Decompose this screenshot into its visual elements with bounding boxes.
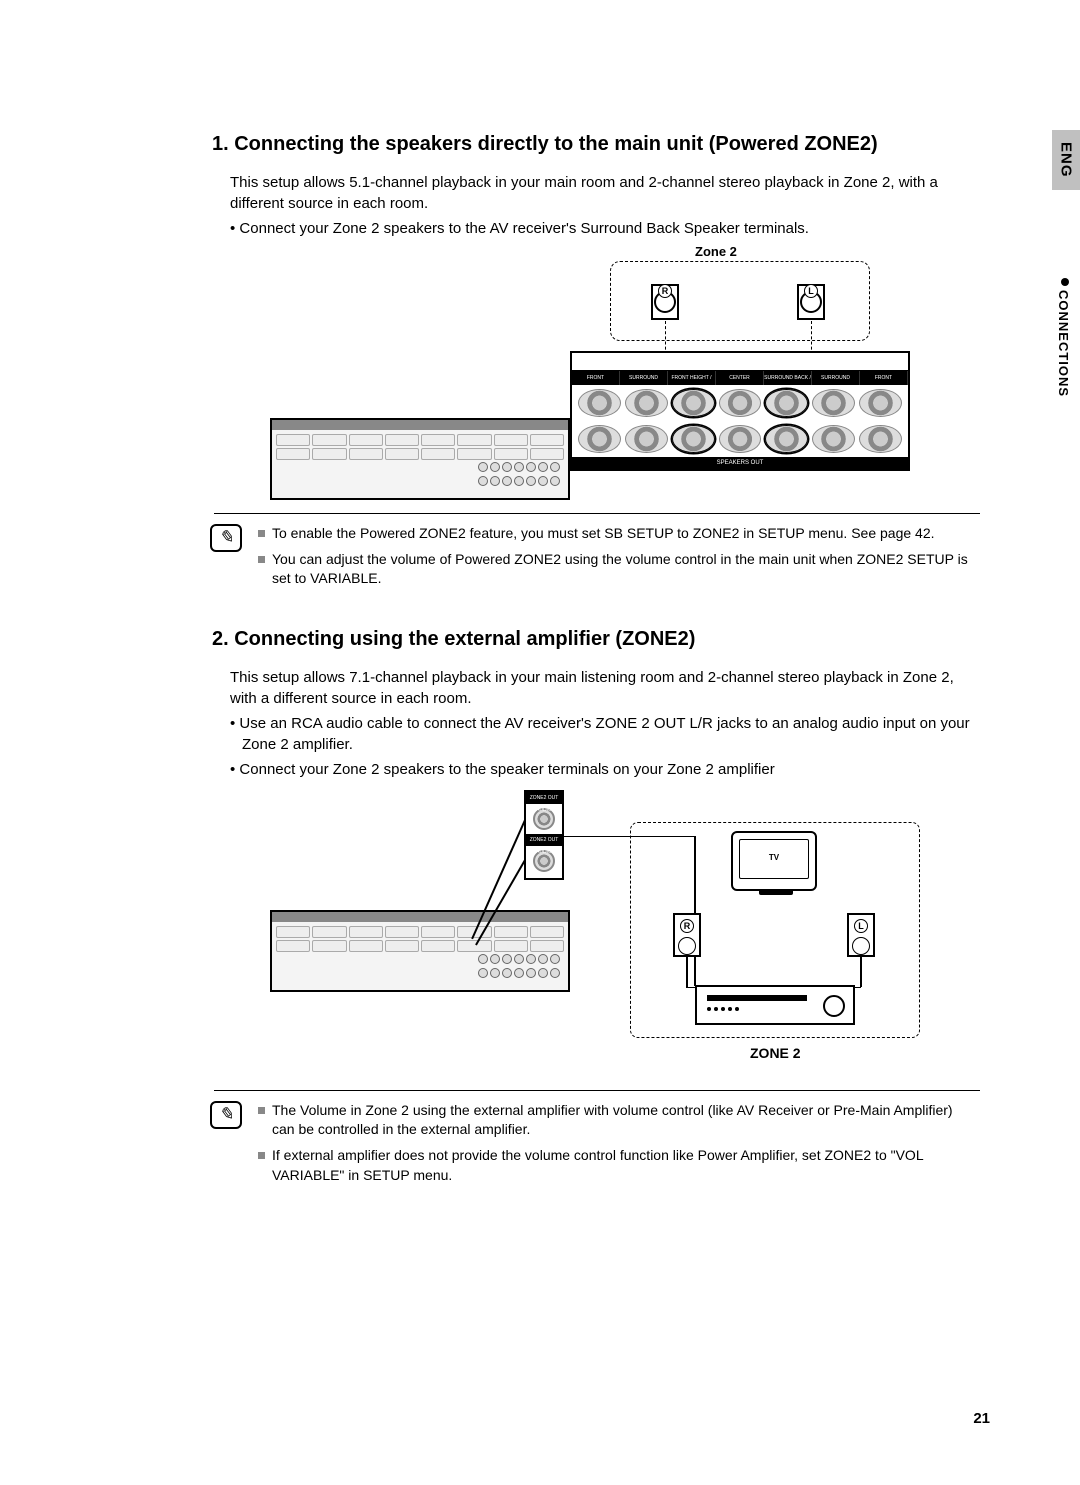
jack-row: [572, 421, 908, 457]
section2-title: 2. Connecting using the external amplifi…: [212, 625, 990, 653]
section1-bullet1: Connect your Zone 2 speakers to the AV r…: [230, 218, 970, 239]
terminal-label: FRONT: [860, 371, 908, 385]
amplifier-icon: [695, 985, 855, 1025]
note-item: If external amplifier does not provide t…: [258, 1146, 970, 1185]
speaker-cone-icon: [678, 937, 696, 955]
terminal-label: FRONT HEIGHT / ZONE2: [668, 371, 716, 385]
note-block-1: ✎ To enable the Powered ZONE2 feature, y…: [214, 513, 980, 589]
zone2-out-label: ZONE2 OUT AUDIO: [526, 834, 562, 846]
note-item: The Volume in Zone 2 using the external …: [258, 1101, 970, 1140]
note-item: You can adjust the volume of Powered ZON…: [258, 550, 970, 589]
speaker-r-label: R: [658, 284, 672, 298]
speaker-l-label: L: [804, 284, 818, 298]
diagram-2: ZONE2 OUT AUDIO ZONE2 OUT AUDIO TV R L: [260, 790, 980, 1080]
speaker-l-label: L: [854, 919, 868, 933]
zone2-caption: ZONE 2: [750, 1044, 801, 1064]
section2-bullet1: Use an RCA audio cable to connect the AV…: [230, 713, 970, 755]
section1-title: 1. Connecting the speakers directly to t…: [212, 130, 990, 158]
amp-slot: [707, 995, 807, 1001]
section-bullet: [1061, 278, 1069, 286]
tv-icon: TV: [731, 831, 817, 891]
tv-label: TV: [739, 839, 809, 879]
terminal-label: FRONT: [572, 371, 620, 385]
amp-knob-icon: [823, 995, 845, 1017]
diagram-1: Zone 2 R L FRONT SURROUND FRONT HEIGHT /…: [260, 243, 980, 503]
speaker-r: R: [651, 284, 679, 320]
panel-footer: SPEAKERS OUT: [572, 457, 908, 469]
zone2-out-label: ZONE2 OUT AUDIO: [526, 792, 562, 804]
section2-bullet2: Connect your Zone 2 speakers to the spea…: [230, 759, 970, 780]
note-block-2: ✎ The Volume in Zone 2 using the externa…: [214, 1090, 980, 1185]
page-number: 21: [973, 1408, 990, 1429]
note-icon: ✎: [210, 524, 242, 552]
panel-header: [572, 353, 908, 371]
terminal-label: SURROUND: [812, 371, 860, 385]
receiver-rear-icon: [270, 418, 570, 500]
terminal-label: CENTER: [716, 371, 764, 385]
zone2-label: Zone 2: [695, 243, 737, 261]
speaker-cone-icon: [852, 937, 870, 955]
wire: [686, 957, 688, 987]
speaker-r: R: [673, 913, 701, 957]
panel-labels-row: FRONT SURROUND FRONT HEIGHT / ZONE2 CENT…: [572, 371, 908, 385]
wire: [860, 957, 862, 987]
receiver-rear-icon: [270, 910, 570, 992]
section-side-label: CONNECTIONS: [1054, 290, 1072, 397]
section1-para: This setup allows 5.1-channel playback i…: [230, 172, 970, 214]
note-item: To enable the Powered ZONE2 feature, you…: [258, 524, 970, 544]
amp-indicators: [707, 1007, 739, 1011]
zone2-out-panel: ZONE2 OUT AUDIO ZONE2 OUT AUDIO: [524, 790, 564, 880]
speaker-l: L: [847, 913, 875, 957]
note-icon: ✎: [210, 1101, 242, 1129]
speaker-terminal-panel: FRONT SURROUND FRONT HEIGHT / ZONE2 CENT…: [570, 351, 910, 471]
section2-para: This setup allows 7.1-channel playback i…: [230, 667, 970, 709]
speakers-dashed-box: R L: [610, 261, 870, 341]
language-label: ENG: [1056, 142, 1077, 178]
zone2-dashed-box: TV R L: [630, 822, 920, 1038]
jack-row: [572, 385, 908, 421]
terminal-label: SURROUND BACK / BI-AMP: [764, 371, 812, 385]
speaker-r-label: R: [680, 919, 694, 933]
terminal-label: SURROUND: [620, 371, 668, 385]
language-tab: ENG: [1052, 130, 1080, 190]
speaker-l: L: [797, 284, 825, 320]
